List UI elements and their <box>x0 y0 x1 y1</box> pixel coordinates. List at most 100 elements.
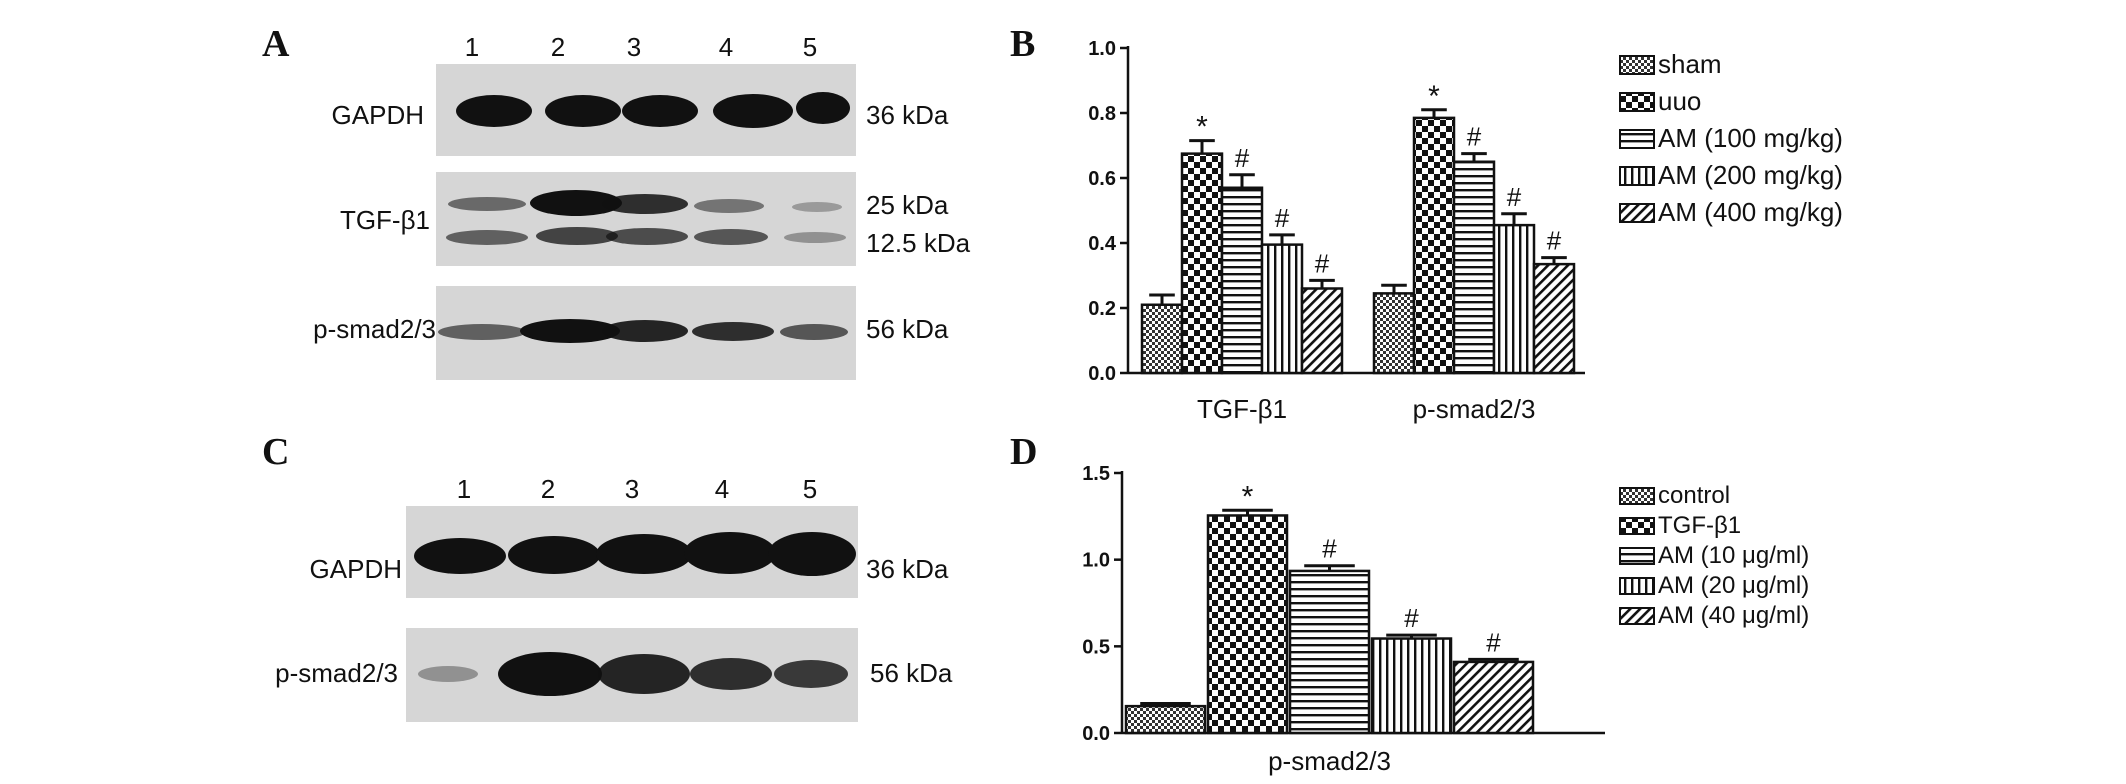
blot-strip <box>436 172 856 266</box>
mw-label: 36 kDa <box>866 100 949 130</box>
blot-strip <box>436 64 856 156</box>
significance-mark: * <box>1242 480 1254 513</box>
legend-label: AM (200 mg/kg) <box>1658 160 1843 190</box>
x-category-label: p-smad2/3 <box>1268 746 1391 776</box>
bar <box>1452 660 1535 735</box>
protein-band <box>545 95 621 127</box>
legend-label: AM (400 mg/kg) <box>1658 197 1843 227</box>
legend-swatch <box>1619 487 1655 505</box>
protein-band <box>796 92 850 124</box>
protein-band <box>602 194 688 214</box>
blot-strip <box>406 506 858 598</box>
significance-mark: # <box>1275 203 1290 233</box>
legend-label: control <box>1658 482 1730 509</box>
protein-band <box>692 322 774 341</box>
protein-band <box>448 197 526 211</box>
legend-label: AM (20 μg/ml) <box>1658 572 1809 599</box>
bar <box>1124 704 1207 735</box>
protein-band <box>414 538 506 574</box>
legend-label: sham <box>1658 49 1722 79</box>
blot-label-p-smad2-3: p-smad2/3 <box>275 658 398 688</box>
protein-band <box>774 660 848 688</box>
protein-band <box>536 227 618 245</box>
protein-band <box>622 95 698 127</box>
lane-number: 1 <box>456 474 472 504</box>
panel-letter-c: C <box>262 431 290 473</box>
lane-number: 3 <box>626 32 642 62</box>
y-tick-label: 0.2 <box>1088 298 1116 320</box>
bar <box>1452 160 1496 375</box>
legend-swatch <box>1619 92 1655 112</box>
y-tick-label: 0.0 <box>1082 723 1110 745</box>
lane-number: 4 <box>718 32 734 62</box>
blot-label-gapdh: GAPDH <box>331 100 424 130</box>
lane-number: 5 <box>802 474 818 504</box>
blot-label-tgf-b1: TGF-β1 <box>339 205 430 235</box>
significance-mark: * <box>1196 111 1208 144</box>
protein-band <box>606 228 688 245</box>
bar <box>1140 303 1184 375</box>
lane-number: 5 <box>802 32 818 62</box>
legend-swatch <box>1619 547 1655 565</box>
significance-mark: # <box>1486 627 1501 657</box>
legend-swatch <box>1619 607 1655 625</box>
legend-swatch <box>1619 517 1655 535</box>
protein-band <box>694 199 764 213</box>
legend-label: TGF-β1 <box>1658 512 1741 539</box>
y-tick-label: 0.0 <box>1088 363 1116 385</box>
legend-swatch <box>1619 129 1655 149</box>
protein-band <box>713 94 793 128</box>
mw-label: 56 kDa <box>866 314 949 344</box>
legend-swatch <box>1619 577 1655 595</box>
mw-label: 25 kDa <box>866 190 949 220</box>
protein-band <box>690 658 772 690</box>
protein-band <box>508 536 600 574</box>
significance-mark: * <box>1428 80 1440 113</box>
protein-band <box>602 320 688 342</box>
lane-number: 2 <box>540 474 556 504</box>
panel-letter-b: B <box>1010 23 1036 65</box>
significance-mark: # <box>1404 603 1419 633</box>
lane-number: 3 <box>624 474 640 504</box>
legend-swatch <box>1619 166 1655 186</box>
significance-mark: # <box>1322 534 1337 564</box>
bar <box>1206 514 1289 735</box>
legend-label: AM (10 μg/ml) <box>1658 542 1809 569</box>
panel-letter-a: A <box>262 23 290 65</box>
y-tick-label: 0.8 <box>1088 103 1116 125</box>
protein-band <box>456 95 532 127</box>
blot-label-p-smad2-3: p-smad2/3 <box>313 314 436 344</box>
protein-band <box>598 654 690 694</box>
x-category-label: p-smad2/3 <box>1413 394 1536 424</box>
panel-letter-d: D <box>1010 431 1038 473</box>
protein-band <box>684 532 776 574</box>
protein-band <box>784 232 846 243</box>
legend-label: AM (100 mg/kg) <box>1658 123 1843 153</box>
lane-number: 4 <box>714 474 730 504</box>
protein-band <box>694 229 768 245</box>
lane-number: 1 <box>464 32 480 62</box>
y-tick-label: 1.0 <box>1088 38 1116 60</box>
legend: sham uuo AM (100 mg/kg) AM (200 mg/kg) AM (4… <box>1619 49 1843 227</box>
significance-mark: # <box>1467 122 1482 152</box>
significance-mark: # <box>1507 182 1522 212</box>
blot-strip <box>406 628 858 722</box>
bar <box>1532 262 1576 375</box>
protein-band <box>418 666 478 682</box>
mw-label: 12.5 kDa <box>866 228 971 258</box>
y-tick-label: 0.4 <box>1088 233 1117 255</box>
x-category-label: TGF-β1 <box>1197 394 1287 424</box>
bar <box>1412 116 1456 375</box>
legend-label: AM (40 μg/ml) <box>1658 602 1809 629</box>
protein-band <box>792 202 842 212</box>
significance-mark: # <box>1235 143 1250 173</box>
protein-band <box>498 652 602 696</box>
legend: control TGF-β1 AM (10 μg/ml) AM (20 μg/ml) A… <box>1619 482 1809 629</box>
bar <box>1288 569 1371 735</box>
protein-band <box>446 230 528 245</box>
bar <box>1260 243 1304 375</box>
protein-band <box>768 532 856 576</box>
y-tick-label: 0.6 <box>1088 168 1116 190</box>
significance-mark: # <box>1547 226 1562 256</box>
